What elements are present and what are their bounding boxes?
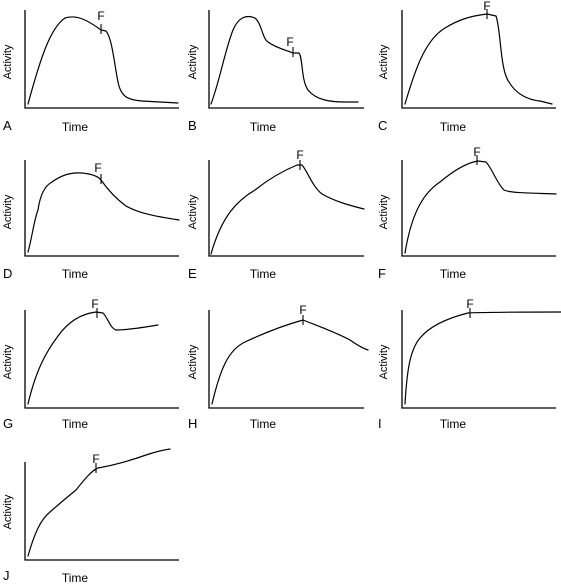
panel-d-x-label: Time <box>62 267 89 281</box>
panel-a-letter: A <box>3 118 12 133</box>
panel-e: F Activity Time E <box>187 148 365 281</box>
panel-c-x-label: Time <box>440 120 467 134</box>
panel-g-y-label: Activity <box>2 344 14 379</box>
panel-b-letter: B <box>188 118 197 133</box>
panel-c-curve <box>404 13 553 105</box>
panel-g-letter: G <box>3 416 13 431</box>
panel-g-f-label: F <box>91 297 98 311</box>
panel-a: F Activity Time A <box>2 9 179 134</box>
panel-i: F Activity Time I <box>378 297 561 431</box>
panel-h-y-label: Activity <box>187 344 199 379</box>
panel-f-curve <box>404 160 557 254</box>
panel-c-axes <box>401 10 556 109</box>
panel-b-f-label: F <box>286 35 293 49</box>
panel-e-curve <box>210 164 365 255</box>
panel-i-x-label: Time <box>440 417 467 431</box>
panel-i-curve <box>404 311 561 405</box>
panel-j-curve <box>27 448 171 557</box>
panel-h-x-label: Time <box>250 417 277 431</box>
panel-g-axes <box>24 310 179 409</box>
panel-j-letter: J <box>3 568 10 583</box>
panel-b-x-label: Time <box>250 120 277 134</box>
panel-f: F Activity Time F <box>378 145 557 281</box>
panel-j: F Activity Time J <box>2 448 179 585</box>
panel-a-x-label: Time <box>62 120 89 134</box>
panel-i-y-label: Activity <box>378 344 390 379</box>
panel-d-f-label: F <box>94 161 101 175</box>
panel-e-letter: E <box>188 266 197 281</box>
panel-i-axes <box>401 310 556 409</box>
panel-f-letter: F <box>378 266 386 281</box>
panel-d-letter: D <box>3 266 12 281</box>
panel-h-axes <box>208 310 364 409</box>
panel-g: F Activity Time G <box>2 297 179 431</box>
panel-c-f-label: F <box>483 0 490 13</box>
panel-b-axes <box>208 10 364 109</box>
panel-b: F Activity Time B <box>187 10 364 134</box>
panel-a-y-label: Activity <box>2 44 14 79</box>
panel-h-curve <box>211 319 369 405</box>
panel-c-y-label: Activity <box>378 44 390 79</box>
panel-a-axes <box>24 10 179 109</box>
panel-b-curve <box>210 15 359 105</box>
panel-h-letter: H <box>188 416 197 431</box>
panel-f-axes <box>401 160 556 257</box>
panel-j-y-label: Activity <box>2 494 14 529</box>
panel-g-curve <box>27 311 159 405</box>
panel-j-axes <box>24 462 179 561</box>
panel-h: F Activity Time H <box>187 303 369 431</box>
panel-f-x-label: Time <box>440 267 467 281</box>
panel-d-axes <box>24 160 179 257</box>
panel-g-x-label: Time <box>62 417 89 431</box>
panel-b-y-label: Activity <box>187 44 199 79</box>
panel-j-f-label: F <box>92 452 99 466</box>
panel-e-f-label: F <box>296 148 303 162</box>
panel-e-x-label: Time <box>250 267 277 281</box>
panel-c: F Activity Time C <box>378 0 556 134</box>
panel-d-curve <box>27 172 180 253</box>
panel-e-y-label: Activity <box>187 194 199 229</box>
panel-h-f-label: F <box>299 303 306 317</box>
panel-a-curve <box>27 16 179 105</box>
panel-f-y-label: Activity <box>378 194 390 229</box>
panel-f-f-label: F <box>473 145 480 159</box>
panel-i-f-label: F <box>466 297 473 311</box>
panel-e-axes <box>208 160 364 257</box>
panel-a-f-label: F <box>97 9 104 23</box>
panel-i-letter: I <box>378 416 382 431</box>
panel-d: F Activity Time D <box>2 160 180 281</box>
panel-c-letter: C <box>378 118 387 133</box>
panel-d-y-label: Activity <box>2 194 14 229</box>
panel-j-x-label: Time <box>62 571 89 585</box>
